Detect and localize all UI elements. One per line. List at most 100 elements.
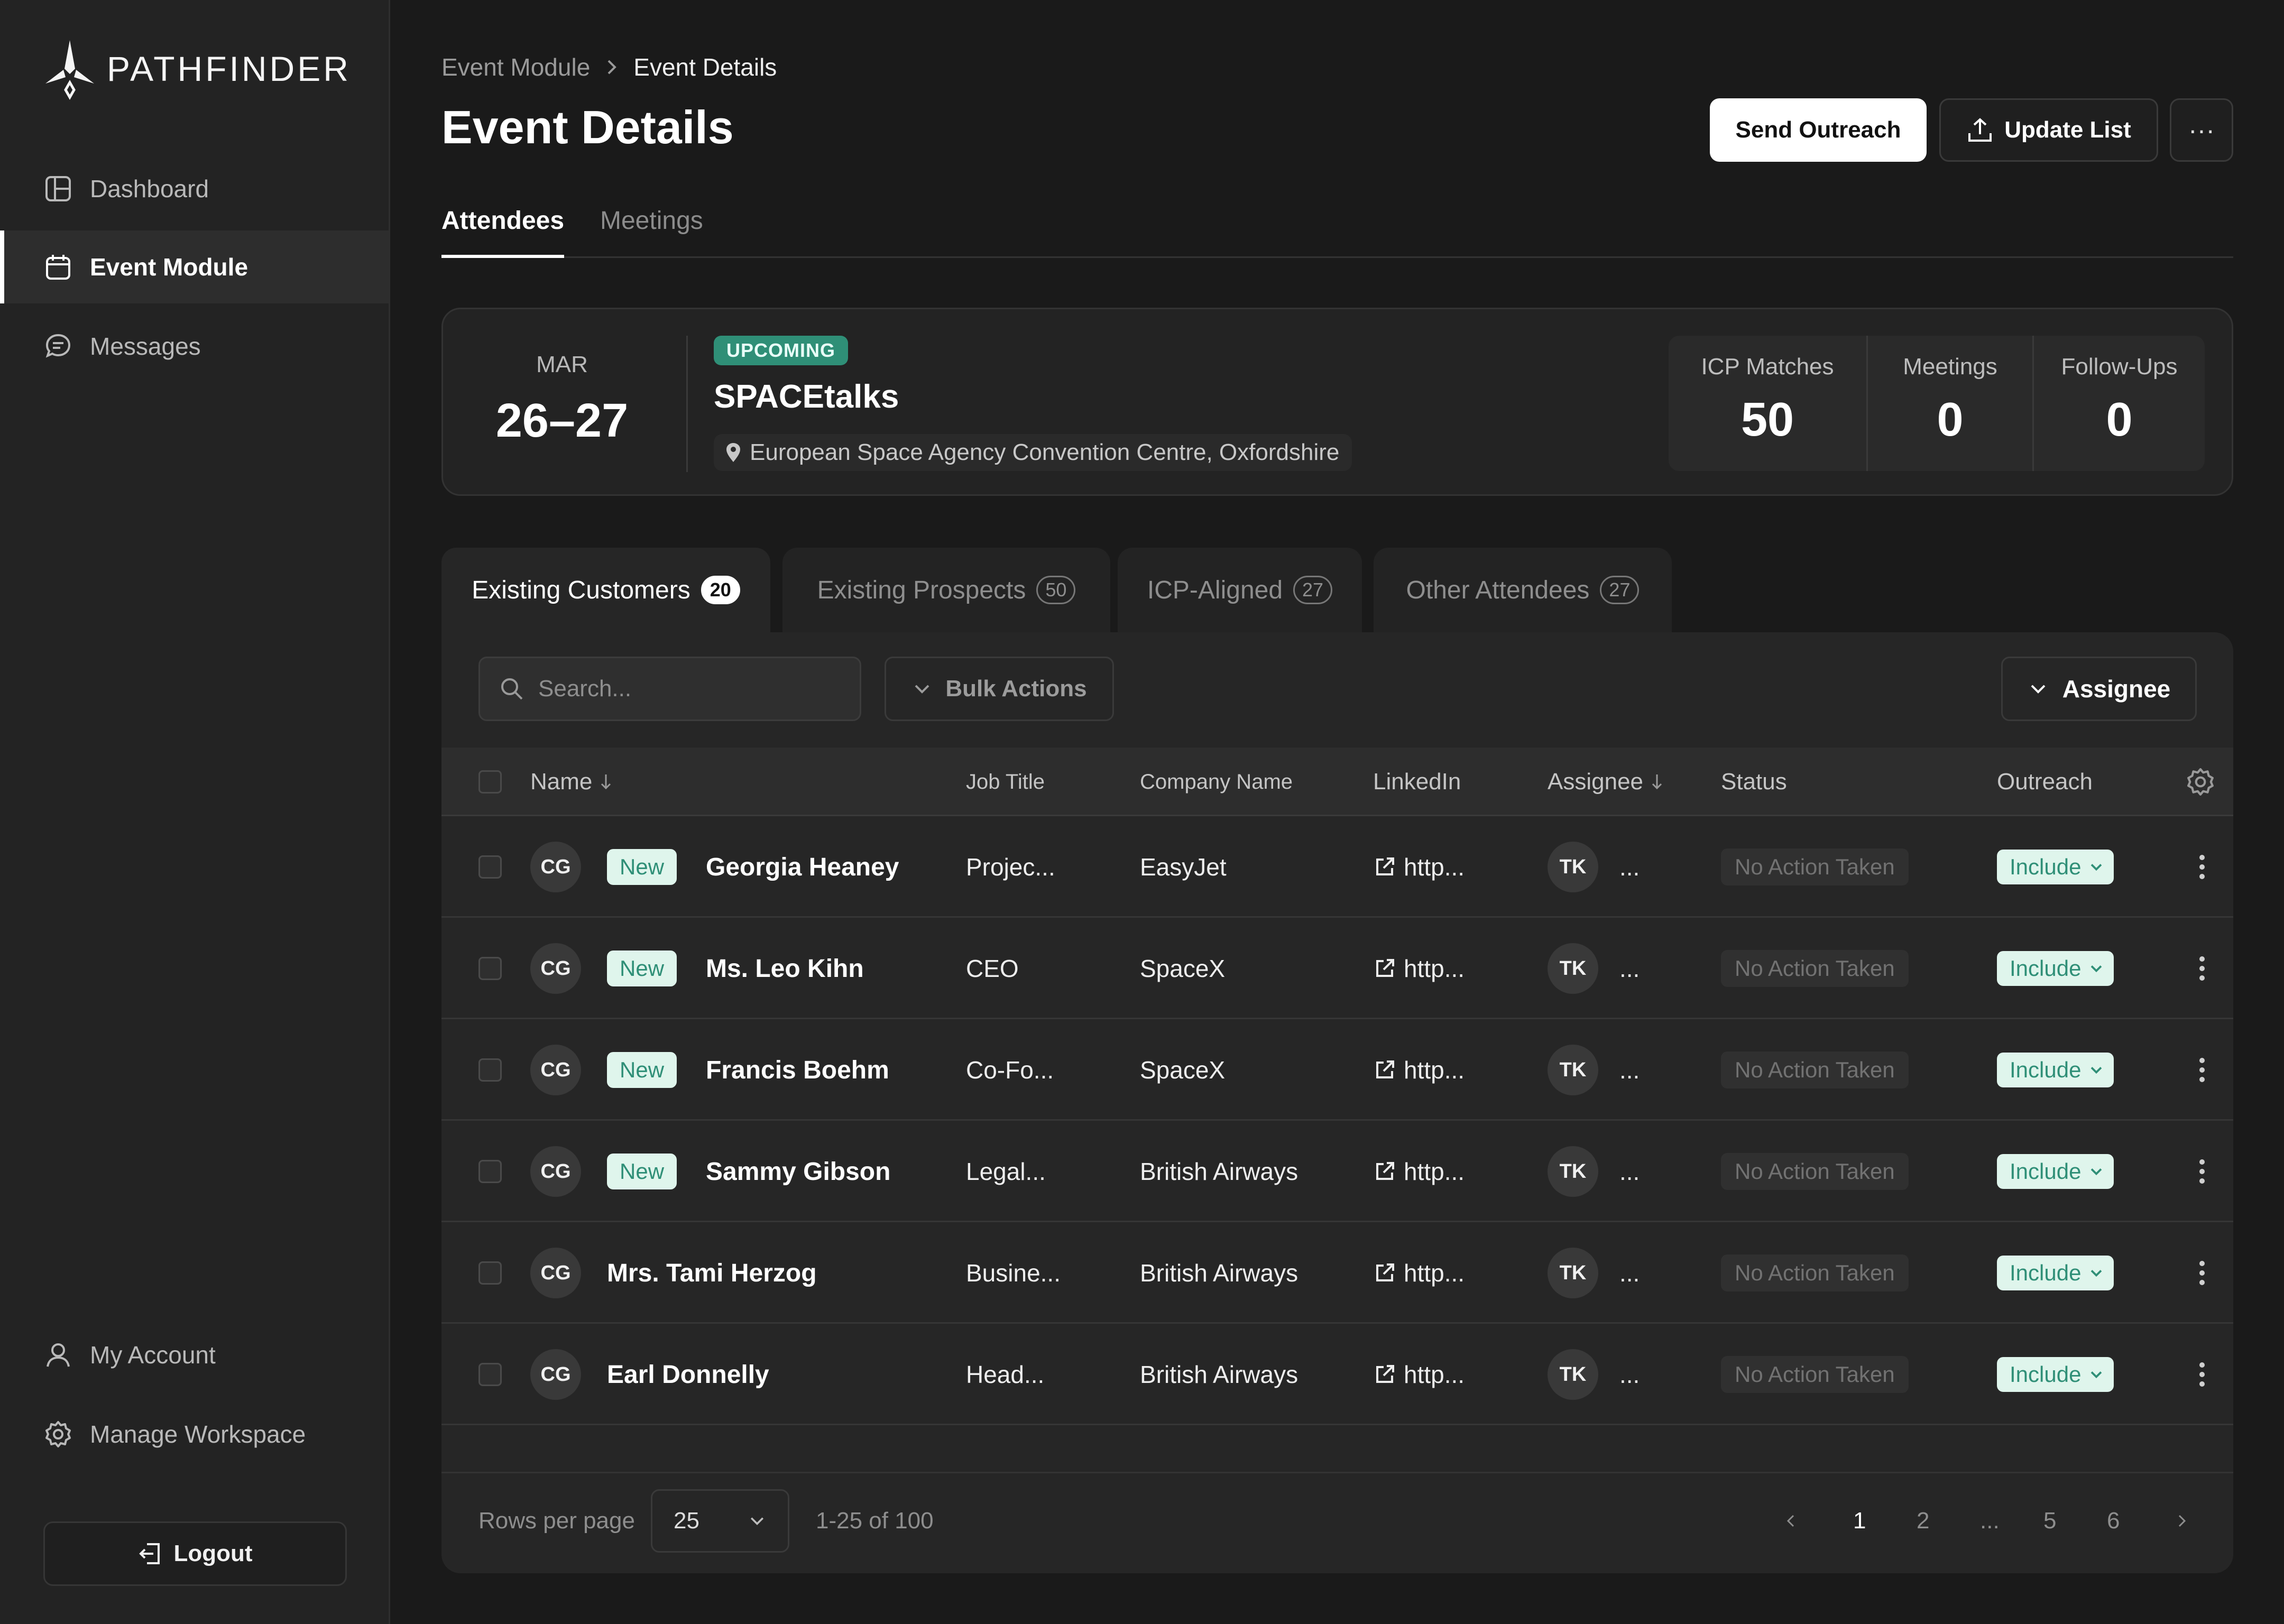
outreach-dropdown[interactable]: Include — [1997, 1053, 2114, 1087]
logout-button[interactable]: Logout — [43, 1521, 347, 1586]
attendee-name[interactable]: Mrs. Tami Herzog — [607, 1259, 817, 1287]
assignee-cell[interactable]: TK... — [1548, 816, 1640, 918]
chevron-down-icon — [2028, 678, 2049, 699]
assignee-cell[interactable]: TK... — [1548, 1222, 1640, 1324]
assignee-cell[interactable]: TK... — [1548, 1121, 1640, 1222]
send-outreach-button[interactable]: Send Outreach — [1710, 98, 1927, 162]
breadcrumb-item-event-module[interactable]: Event Module — [441, 53, 591, 81]
external-link-icon — [1373, 1261, 1396, 1285]
row-checkbox[interactable] — [478, 1019, 502, 1121]
linkedin-link[interactable]: http... — [1373, 1222, 1465, 1324]
segment-label: Other Attendees — [1406, 576, 1590, 604]
search-box[interactable] — [478, 657, 861, 721]
external-link-icon — [1373, 1058, 1396, 1082]
sidebar-item-manage-workspace[interactable]: Manage Workspace — [0, 1398, 389, 1471]
status-badge: No Action Taken — [1721, 848, 1909, 885]
row-menu-button[interactable] — [2197, 1222, 2207, 1324]
sidebar-item-label: Event Module — [90, 253, 248, 281]
column-header-linkedin[interactable]: LinkedIn — [1373, 769, 1461, 795]
tab-icp-aligned[interactable]: ICP-Aligned 27 — [1118, 548, 1362, 632]
app-logo[interactable]: PATHFINDER — [42, 37, 351, 100]
search-input[interactable] — [537, 675, 854, 703]
select-all-checkbox[interactable] — [478, 748, 502, 816]
assignee-cell[interactable]: TK... — [1548, 1019, 1640, 1121]
external-link-icon — [1373, 855, 1396, 879]
outreach-dropdown[interactable]: Include — [1997, 1256, 2114, 1290]
row-menu-button[interactable] — [2197, 816, 2207, 918]
rows-per-page-select[interactable]: 25 — [651, 1489, 789, 1553]
page-button-1[interactable]: 1 — [1853, 1508, 1866, 1534]
column-header-outreach[interactable]: Outreach — [1997, 769, 2093, 795]
row-menu-button[interactable] — [2197, 1324, 2207, 1425]
attendee-name[interactable]: Ms. Leo Kihn — [706, 954, 864, 983]
more-options-button[interactable]: ··· — [2170, 98, 2233, 162]
row-checkbox[interactable] — [478, 1222, 502, 1324]
pagination-range: 1-25 of 100 — [816, 1508, 934, 1534]
row-checkbox[interactable] — [478, 1324, 502, 1425]
attendee-name[interactable]: Sammy Gibson — [706, 1157, 891, 1186]
row-menu-button[interactable] — [2197, 1425, 2207, 1451]
page-button-6[interactable]: 6 — [2107, 1508, 2120, 1534]
sidebar-item-my-account[interactable]: My Account — [0, 1318, 389, 1391]
row-menu-button[interactable] — [2197, 918, 2207, 1019]
table-row[interactable]: CG Mrs. Tami Herzog Busine... British Airwa… — [441, 1222, 2233, 1324]
table-row[interactable]: CG New Georgia Heaney Projec... EasyJet http.… — [441, 816, 2233, 918]
sidebar-item-dashboard[interactable]: Dashboard — [0, 152, 389, 225]
linkedin-link[interactable]: http... — [1373, 1121, 1465, 1222]
table-row[interactable]: CG Earl Donnelly Head... British Airways htt… — [441, 1324, 2233, 1425]
tab-attendees[interactable]: Attendees — [441, 206, 565, 258]
linkedin-link[interactable]: http... — [1373, 1019, 1465, 1121]
outreach-dropdown[interactable]: Include — [1997, 1357, 2114, 1392]
linkedin-link[interactable]: http... — [1373, 816, 1465, 918]
column-header-assignee[interactable]: Assignee — [1548, 748, 1664, 816]
sidebar-item-messages[interactable]: Messages — [0, 310, 389, 383]
row-checkbox[interactable] — [478, 918, 502, 1019]
sidebar-item-event-module[interactable]: Event Module — [0, 230, 389, 303]
outreach-dropdown[interactable]: Include — [1997, 1154, 2114, 1189]
outreach-dropdown[interactable]: Include — [1997, 951, 2114, 986]
column-settings-button[interactable] — [2186, 748, 2215, 816]
tab-existing-customers[interactable]: Existing Customers 20 — [441, 548, 770, 632]
update-list-button[interactable]: Update List — [1939, 98, 2158, 162]
attendee-name[interactable]: Francis Boehm — [706, 1056, 889, 1084]
chevron-down-icon — [2088, 1164, 2104, 1179]
tab-meetings[interactable]: Meetings — [600, 207, 703, 235]
linkedin-link[interactable]: http... — [1373, 1324, 1465, 1425]
assignee-cell[interactable]: TK... — [1548, 1324, 1640, 1425]
page-button-5[interactable]: 5 — [2043, 1508, 2057, 1534]
column-header-job-title[interactable]: Job Title — [966, 770, 1045, 793]
previous-page-button[interactable] — [1784, 1473, 1797, 1568]
table-row[interactable]: CG New Francis Boehm Co-Fo... SpaceX http... T… — [441, 1019, 2233, 1121]
assignee-filter-dropdown[interactable]: Assignee — [2001, 657, 2197, 721]
page-button-2[interactable]: 2 — [1917, 1508, 1930, 1534]
row-checkbox[interactable] — [478, 1425, 502, 1451]
table-row[interactable]: CG Curtis Grzikowski Parale... British Airw… — [441, 1425, 2233, 1451]
row-menu-button[interactable] — [2197, 1019, 2207, 1121]
tab-other-attendees[interactable]: Other Attendees 27 — [1374, 548, 1672, 632]
attendee-name[interactable]: Curtis Grzikowski — [607, 1425, 821, 1451]
bulk-actions-dropdown[interactable]: Bulk Actions — [885, 657, 1114, 721]
stat-label: ICP Matches — [1701, 354, 1834, 380]
attendee-name[interactable]: Earl Donnelly — [607, 1360, 769, 1389]
tab-existing-prospects[interactable]: Existing Prospects 50 — [782, 548, 1110, 632]
assignee-avatar: TK — [1548, 1146, 1598, 1197]
attendee-name[interactable]: Georgia Heaney — [706, 853, 899, 881]
table-row[interactable]: CG New Ms. Leo Kihn CEO SpaceX http... TK... No… — [441, 918, 2233, 1019]
outreach-value: Include — [2010, 1057, 2082, 1082]
column-header-name[interactable]: Name — [530, 748, 613, 816]
rows-per-page-label: Rows per page — [478, 1508, 635, 1534]
assignee-avatar: TK — [1548, 842, 1598, 892]
column-header-status[interactable]: Status — [1721, 769, 1787, 795]
row-checkbox[interactable] — [478, 1121, 502, 1222]
assignee-cell[interactable]: TK... — [1548, 1425, 1640, 1451]
gear-icon — [2186, 768, 2215, 796]
table-row[interactable]: CG New Sammy Gibson Legal... British Airways… — [441, 1121, 2233, 1222]
next-page-button[interactable] — [2176, 1473, 2188, 1568]
row-checkbox[interactable] — [478, 816, 502, 918]
row-menu-button[interactable] — [2197, 1121, 2207, 1222]
column-header-company[interactable]: Company Name — [1140, 770, 1293, 793]
linkedin-link[interactable]: http... — [1373, 918, 1465, 1019]
linkedin-link[interactable]: http... — [1373, 1425, 1465, 1451]
assignee-cell[interactable]: TK... — [1548, 918, 1640, 1019]
outreach-dropdown[interactable]: Include — [1997, 850, 2114, 884]
